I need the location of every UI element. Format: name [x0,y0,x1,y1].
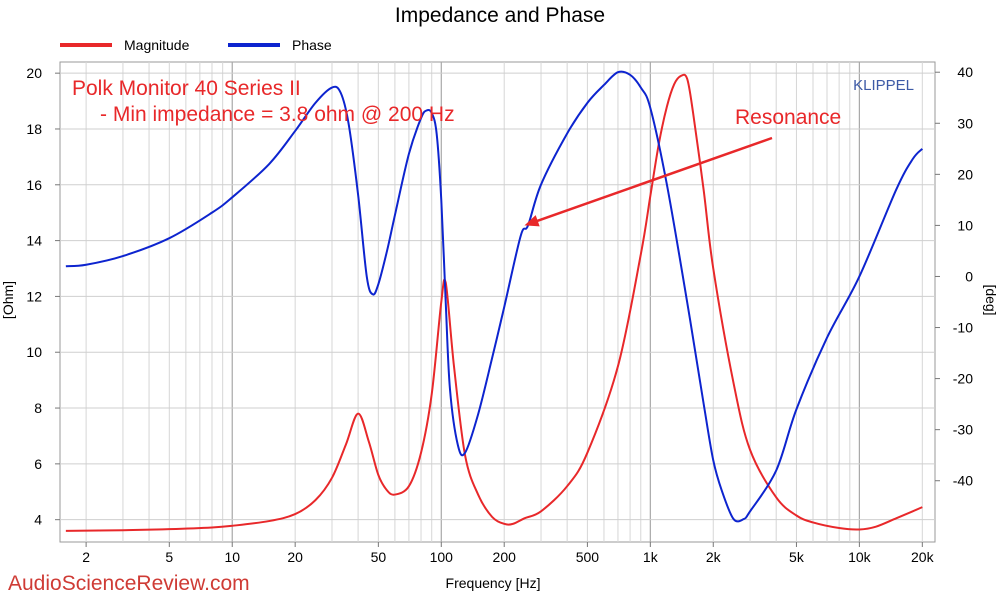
y-right-tick-label: -20 [953,371,973,387]
y-left-tick-label: 4 [34,512,42,528]
y-left-tick-label: 20 [26,65,42,81]
y-right-tick-label: 10 [957,217,973,233]
series-line-magnitude [65,73,923,532]
y-left-axis-label: [Ohm] [0,281,16,319]
x-tick-label: 200 [493,549,517,565]
annotation-resonance: Resonance [735,106,841,129]
y-right-tick-label: 20 [957,166,973,182]
x-tick-label: 2k [706,549,722,565]
y-right-tick-label: -40 [953,473,973,489]
x-tick-label: 1k [643,549,659,565]
y-left-tick-label: 12 [26,288,42,304]
annotation-product-name: Polk Monitor 40 Series II [72,77,301,100]
y-right-tick-label: 30 [957,115,973,131]
x-axis-label: Frequency [Hz] [446,575,541,591]
y-right-tick-label: -30 [953,422,973,438]
y-left-tick-label: 8 [34,400,42,416]
watermark: AudioScienceReview.com [8,572,250,595]
plot-area [59,61,936,543]
legend: Magnitude Phase [60,37,332,53]
series-group [65,70,924,532]
y-left-tick-label: 10 [26,344,42,360]
resonance-arrowhead [524,215,540,227]
y-right-tick-label: 0 [965,268,973,284]
series-line-phase [65,70,924,523]
y-left-tick-label: 14 [26,233,42,249]
y-left-tick-label: 6 [34,456,42,472]
annotations: Polk Monitor 40 Series II - Min impedanc… [72,77,914,227]
y-left-axis-ticks: 4 6 8 10 12 14 16 18 20 [26,65,60,528]
x-tick-label: 2 [82,549,90,565]
x-tick-label: 10 [224,549,240,565]
y-right-tick-label: 40 [957,64,973,80]
legend-label-phase: Phase [292,37,332,53]
x-tick-label: 100 [430,549,454,565]
x-tick-label: 10k [848,549,872,565]
grid [60,62,935,542]
y-right-axis-ticks: 40 30 20 10 0 -10 -20 -30 -40 [935,64,973,489]
y-right-tick-label: -10 [953,320,973,336]
x-tick-label: 5k [789,549,805,565]
y-right-axis-label: [deg] [983,284,999,315]
x-tick-label: 50 [371,549,387,565]
klippel-logo-text: KLIPPEL [853,77,914,94]
resonance-arrow [535,136,773,223]
y-left-tick-label: 18 [26,121,42,137]
x-tick-label: 5 [165,549,173,565]
x-tick-label: 500 [576,549,600,565]
x-tick-label: 20k [911,549,935,565]
annotation-min-impedance: - Min impedance = 3.8 ohm @ 200 Hz [100,103,455,126]
chart-title: Impedance and Phase [395,4,605,27]
legend-label-magnitude: Magnitude [124,37,190,53]
x-tick-label: 20 [287,549,303,565]
x-axis-ticks: 2 5 10 20 50 100 200 500 1k 2k 5k 10k 20k [82,542,935,565]
y-left-tick-label: 16 [26,177,42,193]
